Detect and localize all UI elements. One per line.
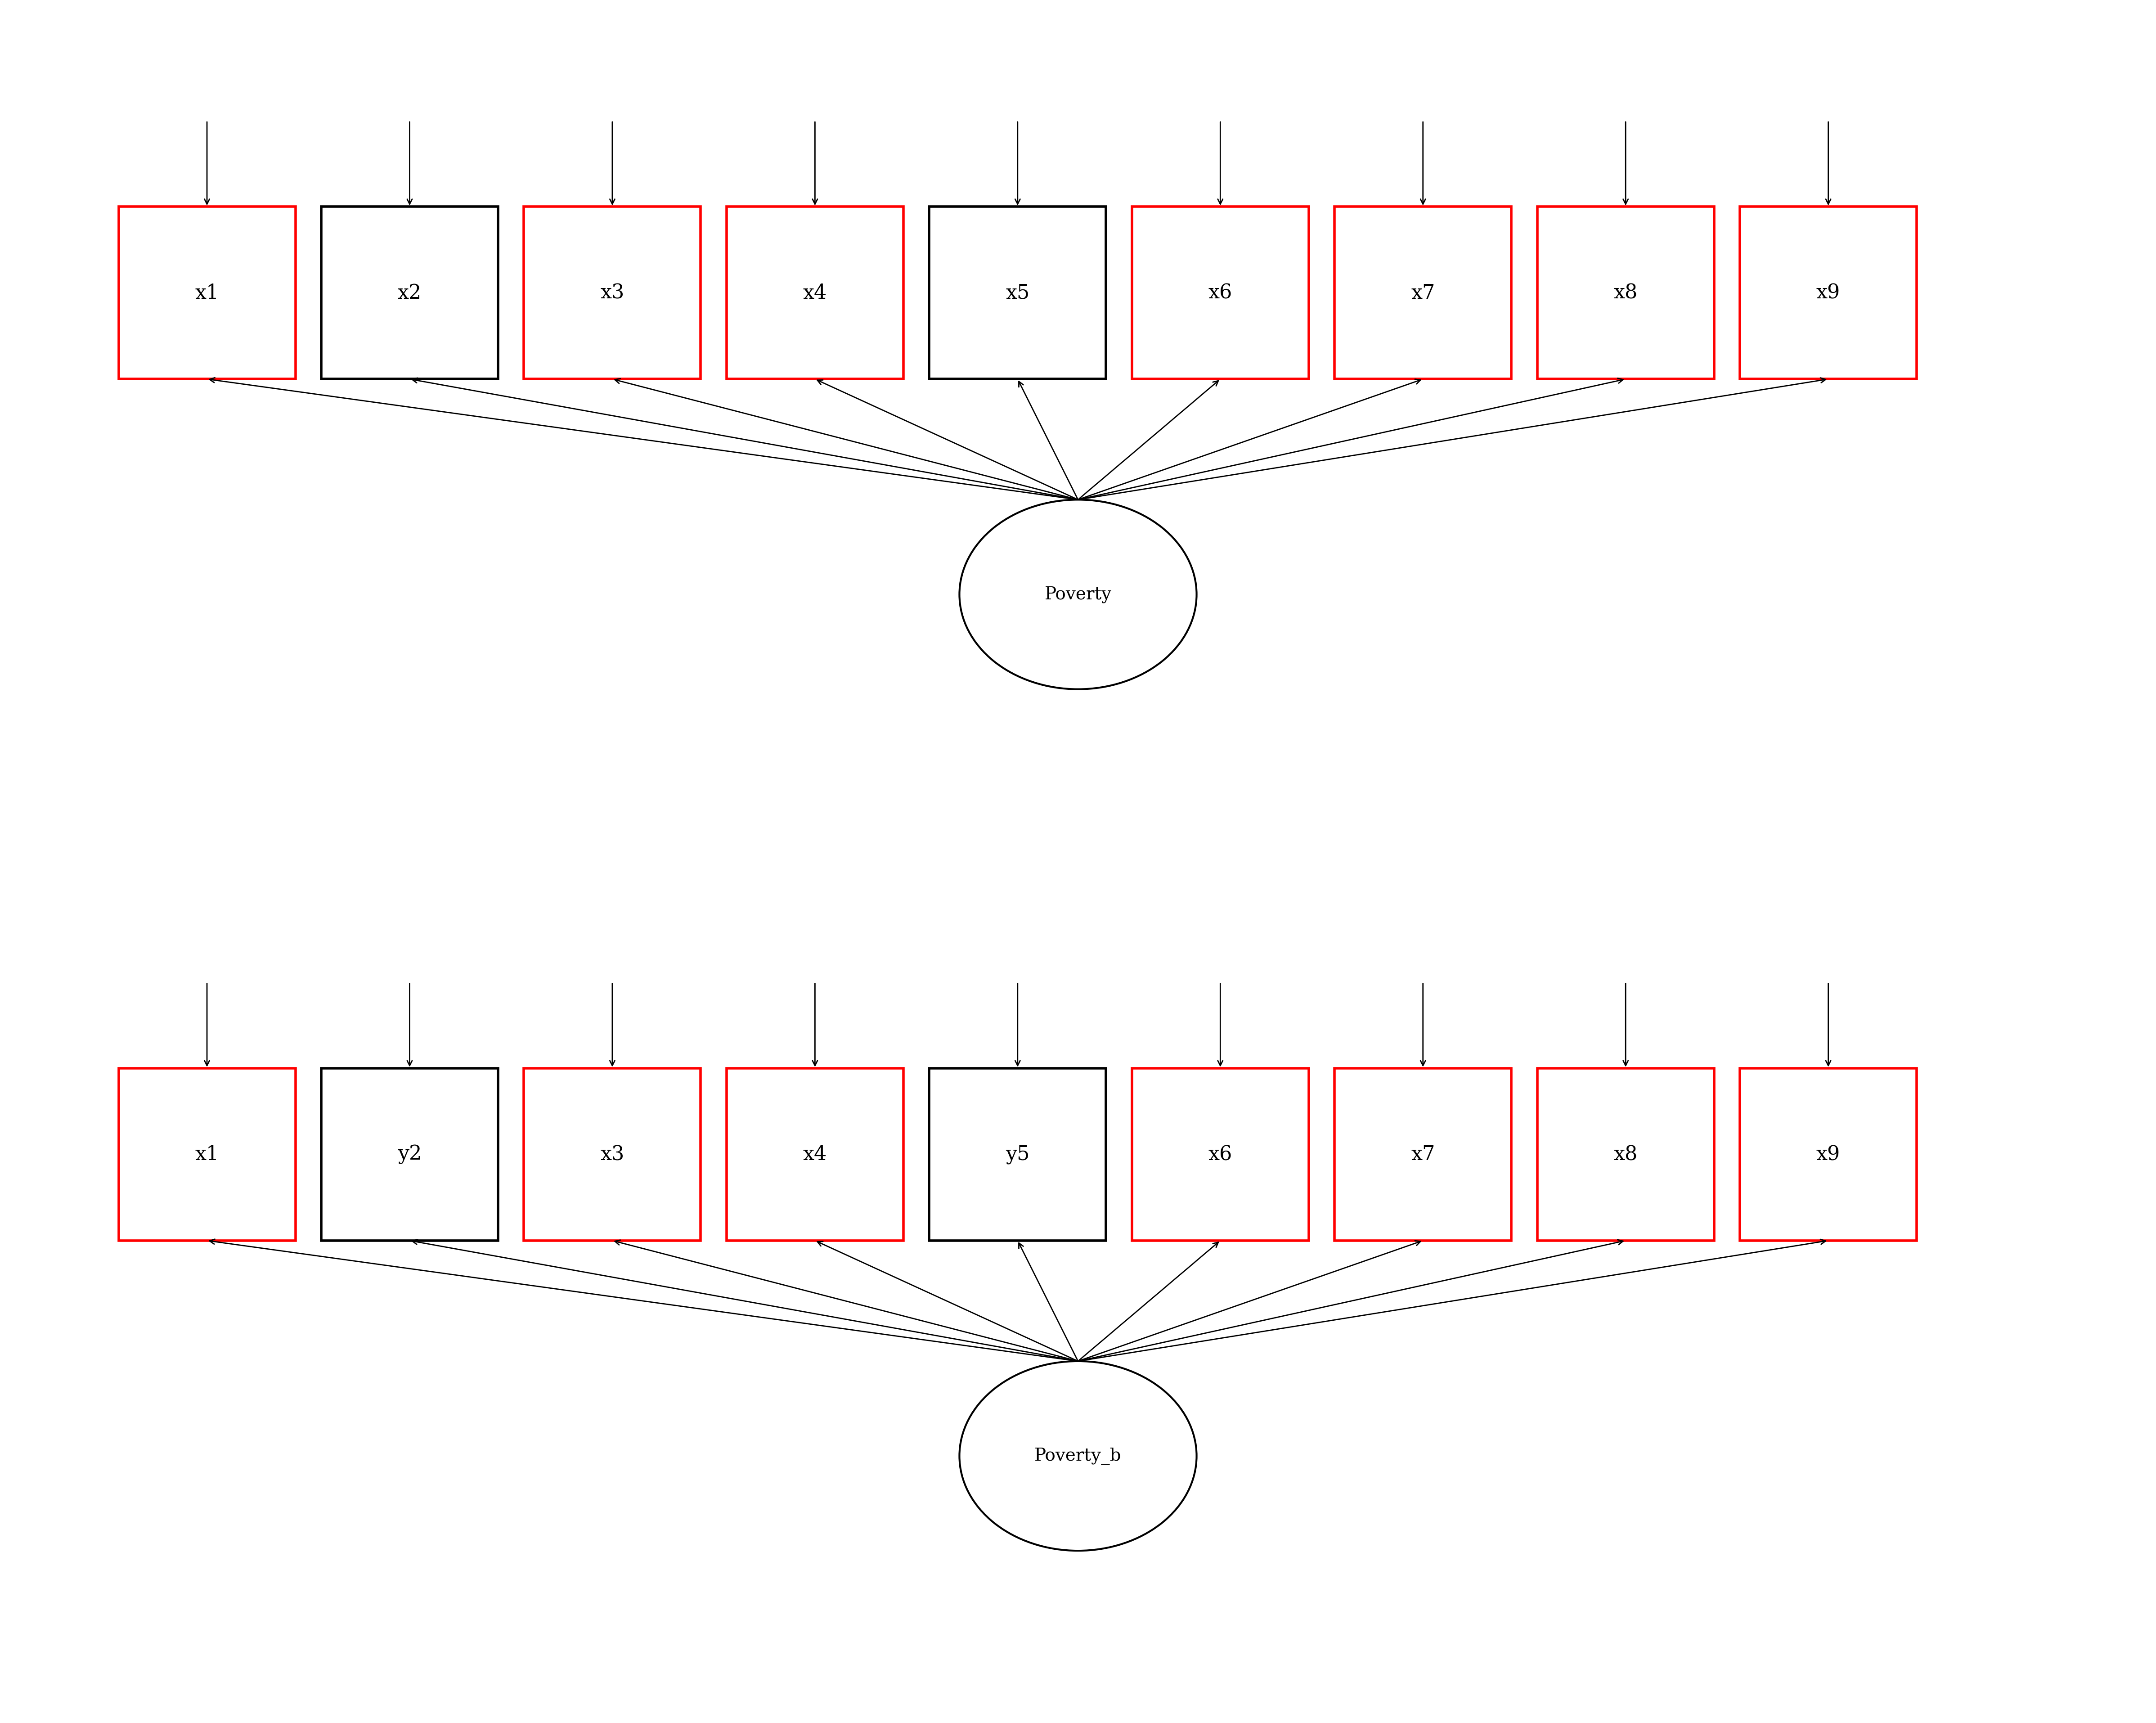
Bar [1335, 207, 1511, 379]
Text: x4: x4 [802, 1144, 828, 1165]
Bar [929, 207, 1106, 379]
Circle shape [959, 500, 1197, 689]
Bar [1740, 207, 1917, 379]
Text: x5: x5 [1005, 283, 1031, 303]
Text: x1: x1 [194, 283, 220, 303]
Bar [321, 207, 498, 379]
Bar [524, 207, 701, 379]
Bar [119, 1068, 295, 1241]
Text: x8: x8 [1613, 283, 1639, 303]
Bar [524, 1068, 701, 1241]
Text: x9: x9 [1815, 1144, 1841, 1165]
Text: x6: x6 [1207, 283, 1233, 303]
Text: x3: x3 [599, 1144, 625, 1165]
Text: x1: x1 [194, 1144, 220, 1165]
Bar [1132, 1068, 1309, 1241]
Bar [1537, 207, 1714, 379]
Text: x7: x7 [1410, 283, 1436, 303]
Text: x6: x6 [1207, 1144, 1233, 1165]
Bar [1335, 1068, 1511, 1241]
Bar [727, 1068, 903, 1241]
Bar [1132, 207, 1309, 379]
Text: x4: x4 [802, 283, 828, 303]
Bar [929, 1068, 1106, 1241]
Bar [727, 207, 903, 379]
Text: x3: x3 [599, 283, 625, 303]
Text: y2: y2 [397, 1144, 423, 1165]
Bar [119, 207, 295, 379]
Bar [321, 1068, 498, 1241]
Text: y5: y5 [1005, 1144, 1031, 1165]
Text: x8: x8 [1613, 1144, 1639, 1165]
Bar [1740, 1068, 1917, 1241]
Text: Poverty_b: Poverty_b [1035, 1447, 1121, 1465]
Text: Poverty: Poverty [1044, 586, 1112, 603]
Text: x9: x9 [1815, 283, 1841, 303]
Circle shape [959, 1361, 1197, 1551]
Text: x2: x2 [397, 283, 423, 303]
Text: x7: x7 [1410, 1144, 1436, 1165]
Bar [1537, 1068, 1714, 1241]
